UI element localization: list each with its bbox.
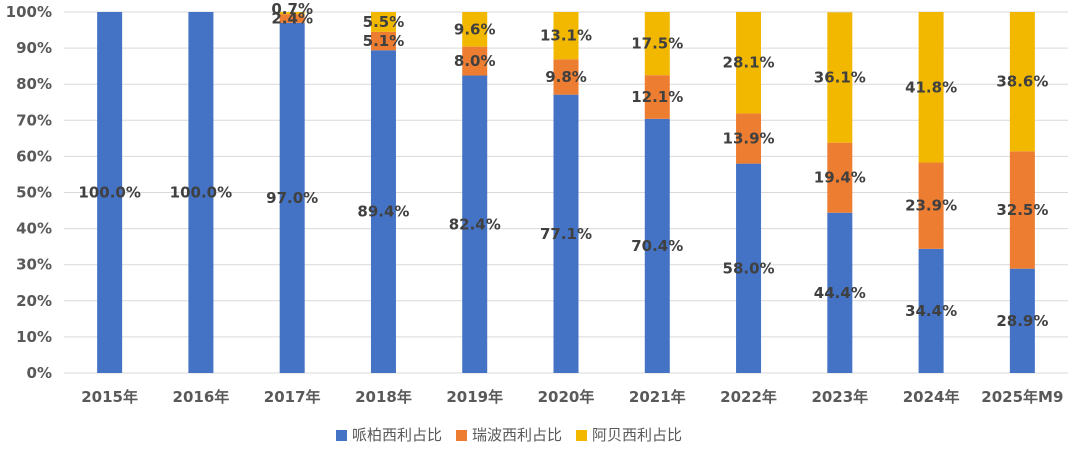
x-tick-label: 2025年M9 [981, 388, 1063, 406]
bar-segment [97, 12, 123, 373]
bar-segment [462, 12, 488, 47]
bar-segment [736, 113, 762, 164]
bar-segment [462, 75, 488, 373]
data-label: 100.0% [170, 184, 232, 202]
bar-segment [279, 12, 305, 15]
data-label: 17.5% [631, 35, 683, 53]
data-label: 44.4% [814, 284, 866, 302]
legend-swatch [576, 430, 587, 441]
bar-segment [1009, 268, 1035, 373]
bar-segment [918, 12, 944, 163]
data-label: 89.4% [357, 203, 409, 221]
x-axis-ticks: 2015年 2016年 2017年 2018年 2019年 2020年 2021年 2022年… [81, 388, 1063, 406]
data-label: 70.4% [631, 237, 683, 255]
y-tick-label: 30% [16, 256, 52, 274]
bar-segment [1009, 12, 1035, 152]
y-tick-label: 80% [16, 75, 52, 93]
y-tick-label: 100% [6, 3, 52, 21]
legend: 哌柏西利占比 瑞波西利占比 阿贝西利占比 [336, 426, 682, 444]
bar-segment [644, 118, 670, 373]
data-label: 9.6% [454, 20, 496, 38]
x-tick-label: 2024年 [903, 388, 960, 406]
bar-segment [188, 12, 214, 373]
bar-segment [370, 50, 396, 374]
y-tick-label: 70% [16, 111, 52, 129]
bar-segment [736, 163, 762, 373]
bar-segment [736, 12, 762, 114]
bar-segment [827, 212, 853, 373]
bar-segment [370, 12, 396, 32]
legend-label: 阿贝西利占比 [592, 426, 682, 444]
legend-swatch [336, 430, 347, 441]
x-tick-label: 2015年 [81, 388, 138, 406]
bar-segment [644, 75, 670, 119]
y-tick-label: 40% [16, 220, 52, 238]
data-label: 5.1% [363, 32, 405, 50]
y-axis-ticks: 0% 10% 20% 30% 40% 50% 60% 70% 80% 90% 100% [6, 3, 52, 382]
data-label: 58.0% [723, 259, 775, 277]
data-label: 12.1% [631, 88, 683, 106]
bar-segment [279, 14, 305, 23]
data-label: 41.8% [905, 78, 957, 96]
x-tick-label: 2023年 [811, 388, 868, 406]
bar-segment [279, 22, 305, 374]
bar-segment [370, 31, 396, 51]
bars [97, 12, 1035, 374]
legend-label: 哌柏西利占比 [352, 426, 442, 444]
data-label: 2.4% [271, 9, 313, 27]
data-label: 13.9% [723, 130, 775, 148]
bar-segment [827, 12, 853, 143]
data-label: 77.1% [540, 225, 592, 243]
x-tick-label: 2020年 [538, 388, 595, 406]
x-tick-label: 2017年 [264, 388, 321, 406]
x-tick-label: 2022年 [720, 388, 777, 406]
y-tick-label: 90% [16, 39, 52, 57]
legend-swatch [456, 430, 467, 441]
data-label: 28.1% [723, 54, 775, 72]
y-tick-label: 0% [27, 364, 52, 382]
bar-segment [918, 248, 944, 373]
bar-segment [1009, 151, 1035, 269]
data-label: 8.0% [454, 52, 496, 70]
data-label: 36.1% [814, 69, 866, 87]
y-tick-label: 20% [16, 292, 52, 310]
data-label: 0.7% [271, 0, 313, 18]
data-label: 19.4% [814, 169, 866, 187]
bar-segment [644, 12, 670, 76]
data-label: 9.8% [545, 68, 587, 86]
bar-segment [462, 46, 488, 76]
y-tick-label: 50% [16, 184, 52, 202]
data-label: 100.0% [78, 184, 140, 202]
x-tick-label: 2021年 [629, 388, 686, 406]
data-label: 23.9% [905, 197, 957, 215]
data-label: 13.1% [540, 27, 592, 45]
data-label: 32.5% [996, 201, 1048, 219]
bar-segment [553, 94, 579, 373]
data-label: 5.5% [363, 13, 405, 31]
y-tick-label: 10% [16, 328, 52, 346]
y-tick-label: 60% [16, 147, 52, 165]
bar-segment [918, 162, 944, 249]
x-tick-label: 2019年 [446, 388, 503, 406]
data-labels: 100.0% 100.0% 97.0% 2.4%0.7% 89.4% 5.1%5.5% 82… [78, 0, 1048, 330]
legend-label: 瑞波西利占比 [472, 426, 562, 444]
bar-segment [827, 142, 853, 213]
bar-segment [553, 59, 579, 95]
data-label: 28.9% [996, 312, 1048, 330]
data-label: 97.0% [266, 189, 318, 207]
data-label: 38.6% [996, 73, 1048, 91]
bar-segment [553, 12, 579, 60]
x-tick-label: 2018年 [355, 388, 412, 406]
data-label: 82.4% [449, 215, 501, 233]
x-tick-label: 2016年 [173, 388, 230, 406]
data-label: 34.4% [905, 302, 957, 320]
